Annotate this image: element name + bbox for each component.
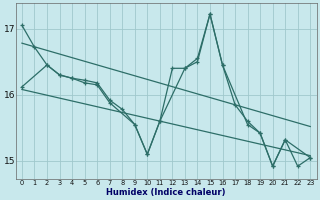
X-axis label: Humidex (Indice chaleur): Humidex (Indice chaleur) xyxy=(106,188,226,197)
